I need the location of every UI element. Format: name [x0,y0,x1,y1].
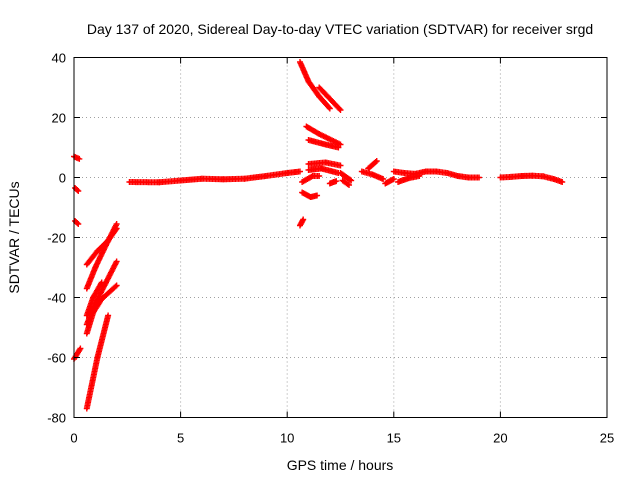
data-arc [296,59,333,112]
x-tick-label: 10 [280,431,294,446]
data-point [75,221,82,227]
data-arc [299,173,323,185]
data-point [314,192,321,199]
data-point [112,283,119,290]
y-tick-label: 20 [52,111,66,126]
data-arc [126,168,303,186]
data-point [346,176,353,183]
y-tick-label: -40 [47,291,66,306]
x-tick-label: 15 [387,431,401,446]
data-point [335,144,342,151]
data-point [74,187,81,193]
y-tick-label: -20 [47,231,66,246]
data-point [390,176,397,182]
data-point [113,225,120,232]
data-point [337,162,344,169]
data-point [75,188,82,194]
data-point [373,158,380,164]
data-point [337,107,344,113]
data-arc [83,258,120,328]
data-arc [83,312,112,412]
ticks: 0 5 10 15 20 25 -80 -60 -40 -20 0 20 40 [47,51,614,446]
data-point [325,104,332,111]
data-arc [72,185,82,194]
data-point [316,173,323,179]
data-arc [299,189,321,200]
series-sdtvar [71,59,566,412]
data-arc [305,159,344,169]
data-point [300,216,307,223]
y-axis-label: SDTVAR / TECUs [6,181,22,293]
data-point [296,168,303,175]
data-arc [83,279,105,319]
data-point [77,345,84,352]
data-arc [326,178,340,187]
data-point [416,173,423,179]
data-point [333,178,340,185]
data-point [559,179,566,185]
data-arc [71,153,83,162]
data-point [326,105,333,112]
x-tick-label: 25 [600,431,614,446]
data-arc [83,225,120,268]
data-arc [316,84,344,113]
data-arc [390,168,483,181]
data-arc [303,123,344,148]
data-point [346,182,353,188]
data-point [336,105,343,112]
y-tick-label: 0 [59,171,66,186]
data-point [112,226,119,233]
data-point [113,258,120,265]
x-tick-label: 20 [493,431,507,446]
data-point [372,158,379,165]
x-tick-label: 5 [177,431,184,446]
data-point [76,155,83,162]
data-point [98,279,105,286]
data-point [344,181,351,188]
data-arc [497,172,566,185]
data-arc [395,173,423,185]
chart-title: Day 137 of 2020, Sidereal Day-to-day VTE… [87,21,593,37]
data-arc [337,170,355,184]
data-point [348,177,355,184]
data-point [380,176,387,182]
data-arc [365,158,380,172]
y-tick-label: -80 [47,411,66,426]
data-point [74,220,81,226]
y-tick-label: 40 [52,51,66,66]
data-point [113,282,120,289]
data-point [476,174,483,181]
data-arc [72,218,82,227]
x-axis-label: GPS time / hours [287,457,394,473]
data-arc [305,137,342,151]
data-arc [339,177,353,188]
data-arc [296,216,307,229]
y-tick-label: -60 [47,351,66,366]
data-point [105,312,112,319]
data-arc [382,176,397,187]
x-tick-label: 0 [70,431,77,446]
data-arc [305,165,342,176]
data-arc [358,168,387,182]
data-series [71,59,566,412]
